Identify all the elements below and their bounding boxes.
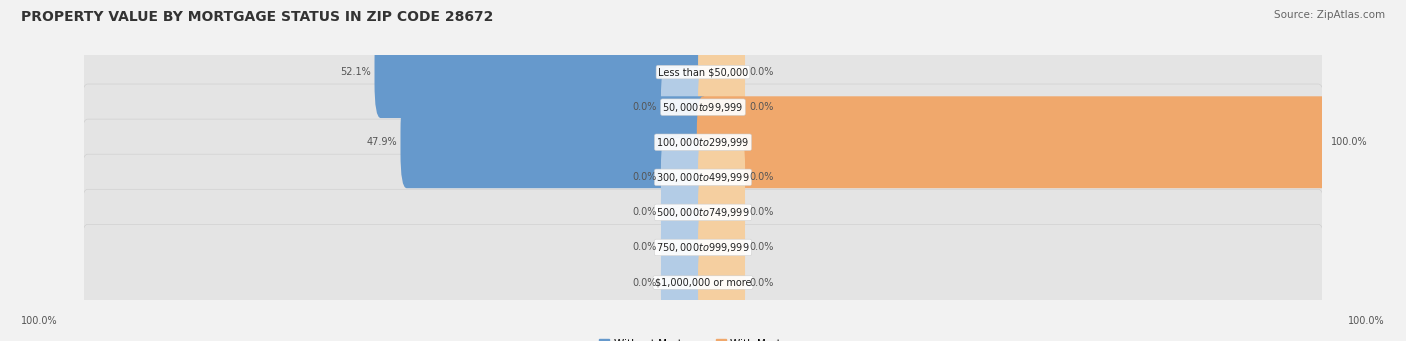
FancyBboxPatch shape	[697, 209, 745, 286]
Text: 0.0%: 0.0%	[633, 278, 657, 287]
Text: 100.0%: 100.0%	[21, 315, 58, 326]
Text: $750,000 to $999,999: $750,000 to $999,999	[657, 241, 749, 254]
FancyBboxPatch shape	[80, 154, 1326, 271]
Text: 100.0%: 100.0%	[1348, 315, 1385, 326]
FancyBboxPatch shape	[697, 138, 745, 216]
Text: Source: ZipAtlas.com: Source: ZipAtlas.com	[1274, 10, 1385, 20]
Text: 0.0%: 0.0%	[749, 67, 773, 77]
Text: 0.0%: 0.0%	[749, 278, 773, 287]
FancyBboxPatch shape	[697, 243, 745, 322]
FancyBboxPatch shape	[697, 174, 745, 251]
FancyBboxPatch shape	[80, 119, 1326, 236]
FancyBboxPatch shape	[697, 68, 745, 146]
FancyBboxPatch shape	[401, 96, 709, 188]
FancyBboxPatch shape	[80, 84, 1326, 201]
Text: 47.9%: 47.9%	[367, 137, 398, 147]
Text: 0.0%: 0.0%	[633, 207, 657, 218]
FancyBboxPatch shape	[80, 14, 1326, 130]
FancyBboxPatch shape	[80, 189, 1326, 306]
Text: 0.0%: 0.0%	[749, 207, 773, 218]
FancyBboxPatch shape	[661, 209, 709, 286]
Text: Less than $50,000: Less than $50,000	[658, 67, 748, 77]
FancyBboxPatch shape	[661, 243, 709, 322]
Text: 0.0%: 0.0%	[633, 172, 657, 182]
FancyBboxPatch shape	[661, 68, 709, 146]
Text: $50,000 to $99,999: $50,000 to $99,999	[662, 101, 744, 114]
Text: 100.0%: 100.0%	[1331, 137, 1368, 147]
Text: 0.0%: 0.0%	[749, 102, 773, 112]
Text: $100,000 to $299,999: $100,000 to $299,999	[657, 136, 749, 149]
FancyBboxPatch shape	[697, 96, 1327, 188]
FancyBboxPatch shape	[80, 224, 1326, 341]
Text: PROPERTY VALUE BY MORTGAGE STATUS IN ZIP CODE 28672: PROPERTY VALUE BY MORTGAGE STATUS IN ZIP…	[21, 10, 494, 24]
Text: 0.0%: 0.0%	[749, 242, 773, 252]
FancyBboxPatch shape	[661, 138, 709, 216]
Text: $1,000,000 or more: $1,000,000 or more	[655, 278, 751, 287]
FancyBboxPatch shape	[80, 49, 1326, 165]
FancyBboxPatch shape	[661, 174, 709, 251]
FancyBboxPatch shape	[374, 26, 709, 118]
Legend: Without Mortgage, With Mortgage: Without Mortgage, With Mortgage	[599, 339, 807, 341]
Text: $300,000 to $499,999: $300,000 to $499,999	[657, 171, 749, 184]
Text: 0.0%: 0.0%	[633, 102, 657, 112]
Text: 52.1%: 52.1%	[340, 67, 371, 77]
Text: 0.0%: 0.0%	[633, 242, 657, 252]
Text: $500,000 to $749,999: $500,000 to $749,999	[657, 206, 749, 219]
Text: 0.0%: 0.0%	[749, 172, 773, 182]
FancyBboxPatch shape	[697, 33, 745, 111]
